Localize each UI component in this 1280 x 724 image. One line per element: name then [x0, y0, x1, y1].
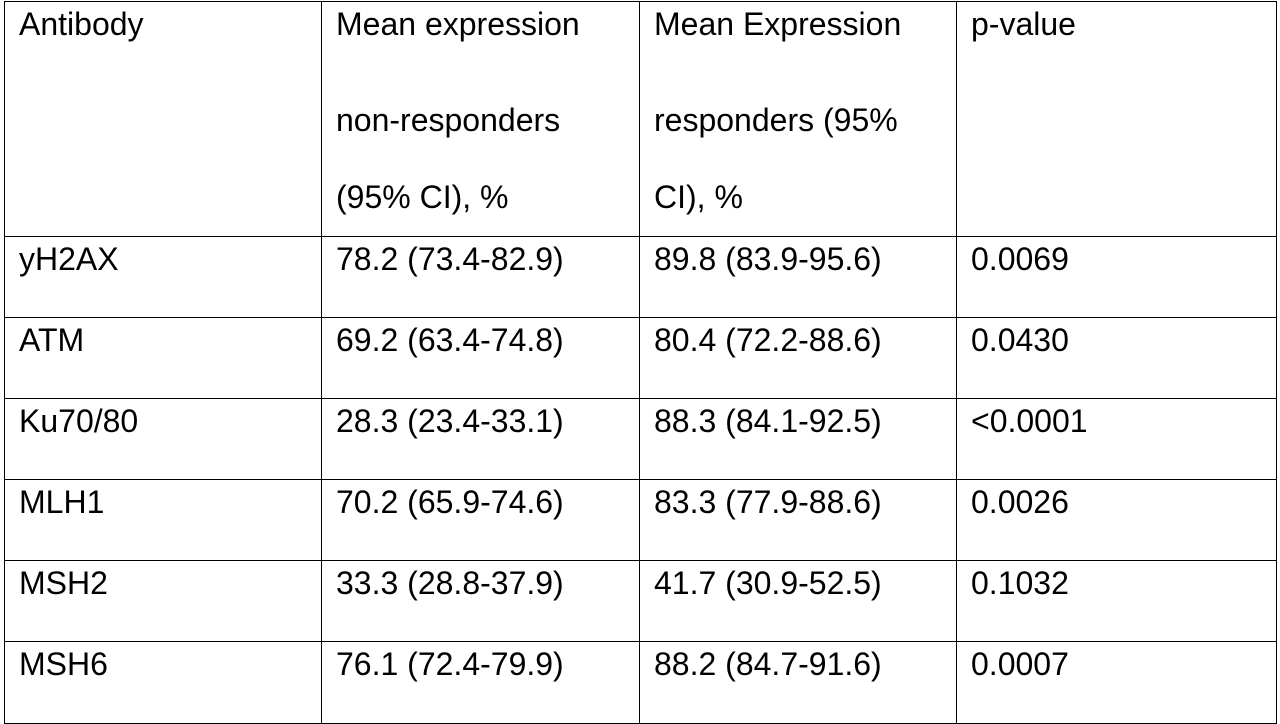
header-line: CI), %	[654, 179, 743, 215]
cell-responders: 88.3 (84.1-92.5)	[639, 398, 957, 480]
header-line: Antibody	[19, 6, 144, 42]
header-antibody: Antibody	[4, 1, 322, 237]
cell-responders: 88.2 (84.7-91.6)	[639, 641, 957, 724]
cell-p-value: 0.0026	[956, 479, 1277, 561]
results-table: Antibody Mean expression non-responders …	[4, 1, 1277, 724]
table-row: MLH1 70.2 (65.9-74.6) 83.3 (77.9-88.6) 0…	[4, 479, 1277, 561]
cell-antibody: MSH2	[4, 560, 322, 642]
cell-p-value: 0.0069	[956, 236, 1277, 318]
cell-non-responders: 28.3 (23.4-33.1)	[321, 398, 640, 480]
header-non-responders: Mean expression non-responders (95% CI),…	[321, 1, 640, 237]
header-line: non-responders	[336, 102, 561, 138]
cell-antibody: yH2AX	[4, 236, 322, 318]
cell-antibody: Ku70/80	[4, 398, 322, 480]
cell-antibody: MSH6	[4, 641, 322, 724]
cell-responders: 80.4 (72.2-88.6)	[639, 317, 957, 399]
cell-responders: 83.3 (77.9-88.6)	[639, 479, 957, 561]
cell-non-responders: 76.1 (72.4-79.9)	[321, 641, 640, 724]
cell-responders: 41.7 (30.9-52.5)	[639, 560, 957, 642]
cell-p-value: <0.0001	[956, 398, 1277, 480]
table-header: Antibody Mean expression non-responders …	[4, 1, 1277, 237]
header-line: p-value	[971, 6, 1076, 42]
table-row: MSH6 76.1 (72.4-79.9) 88.2 (84.7-91.6) 0…	[4, 641, 1277, 724]
cell-responders: 89.8 (83.9-95.6)	[639, 236, 957, 318]
table-row: MSH2 33.3 (28.8-37.9) 41.7 (30.9-52.5) 0…	[4, 560, 1277, 642]
cell-non-responders: 69.2 (63.4-74.8)	[321, 317, 640, 399]
cell-p-value: 0.0430	[956, 317, 1277, 399]
cell-non-responders: 33.3 (28.8-37.9)	[321, 560, 640, 642]
header-line: Mean Expression	[654, 6, 902, 42]
header-responders: Mean Expression responders (95% CI), %	[639, 1, 957, 237]
table-row: yH2AX 78.2 (73.4-82.9) 89.8 (83.9-95.6) …	[4, 236, 1277, 318]
header-row: Antibody Mean expression non-responders …	[4, 1, 1277, 237]
cell-non-responders: 78.2 (73.4-82.9)	[321, 236, 640, 318]
cell-non-responders: 70.2 (65.9-74.6)	[321, 479, 640, 561]
cell-p-value: 0.1032	[956, 560, 1277, 642]
table-row: Ku70/80 28.3 (23.4-33.1) 88.3 (84.1-92.5…	[4, 398, 1277, 480]
header-line: responders (95%	[654, 102, 898, 138]
table-row: ATM 69.2 (63.4-74.8) 80.4 (72.2-88.6) 0.…	[4, 317, 1277, 399]
header-line: Mean expression	[336, 6, 580, 42]
header-p-value: p-value	[956, 1, 1277, 237]
cell-p-value: 0.0007	[956, 641, 1277, 724]
cell-antibody: MLH1	[4, 479, 322, 561]
table-body: yH2AX 78.2 (73.4-82.9) 89.8 (83.9-95.6) …	[4, 236, 1277, 724]
header-line: (95% CI), %	[336, 179, 509, 215]
cell-antibody: ATM	[4, 317, 322, 399]
